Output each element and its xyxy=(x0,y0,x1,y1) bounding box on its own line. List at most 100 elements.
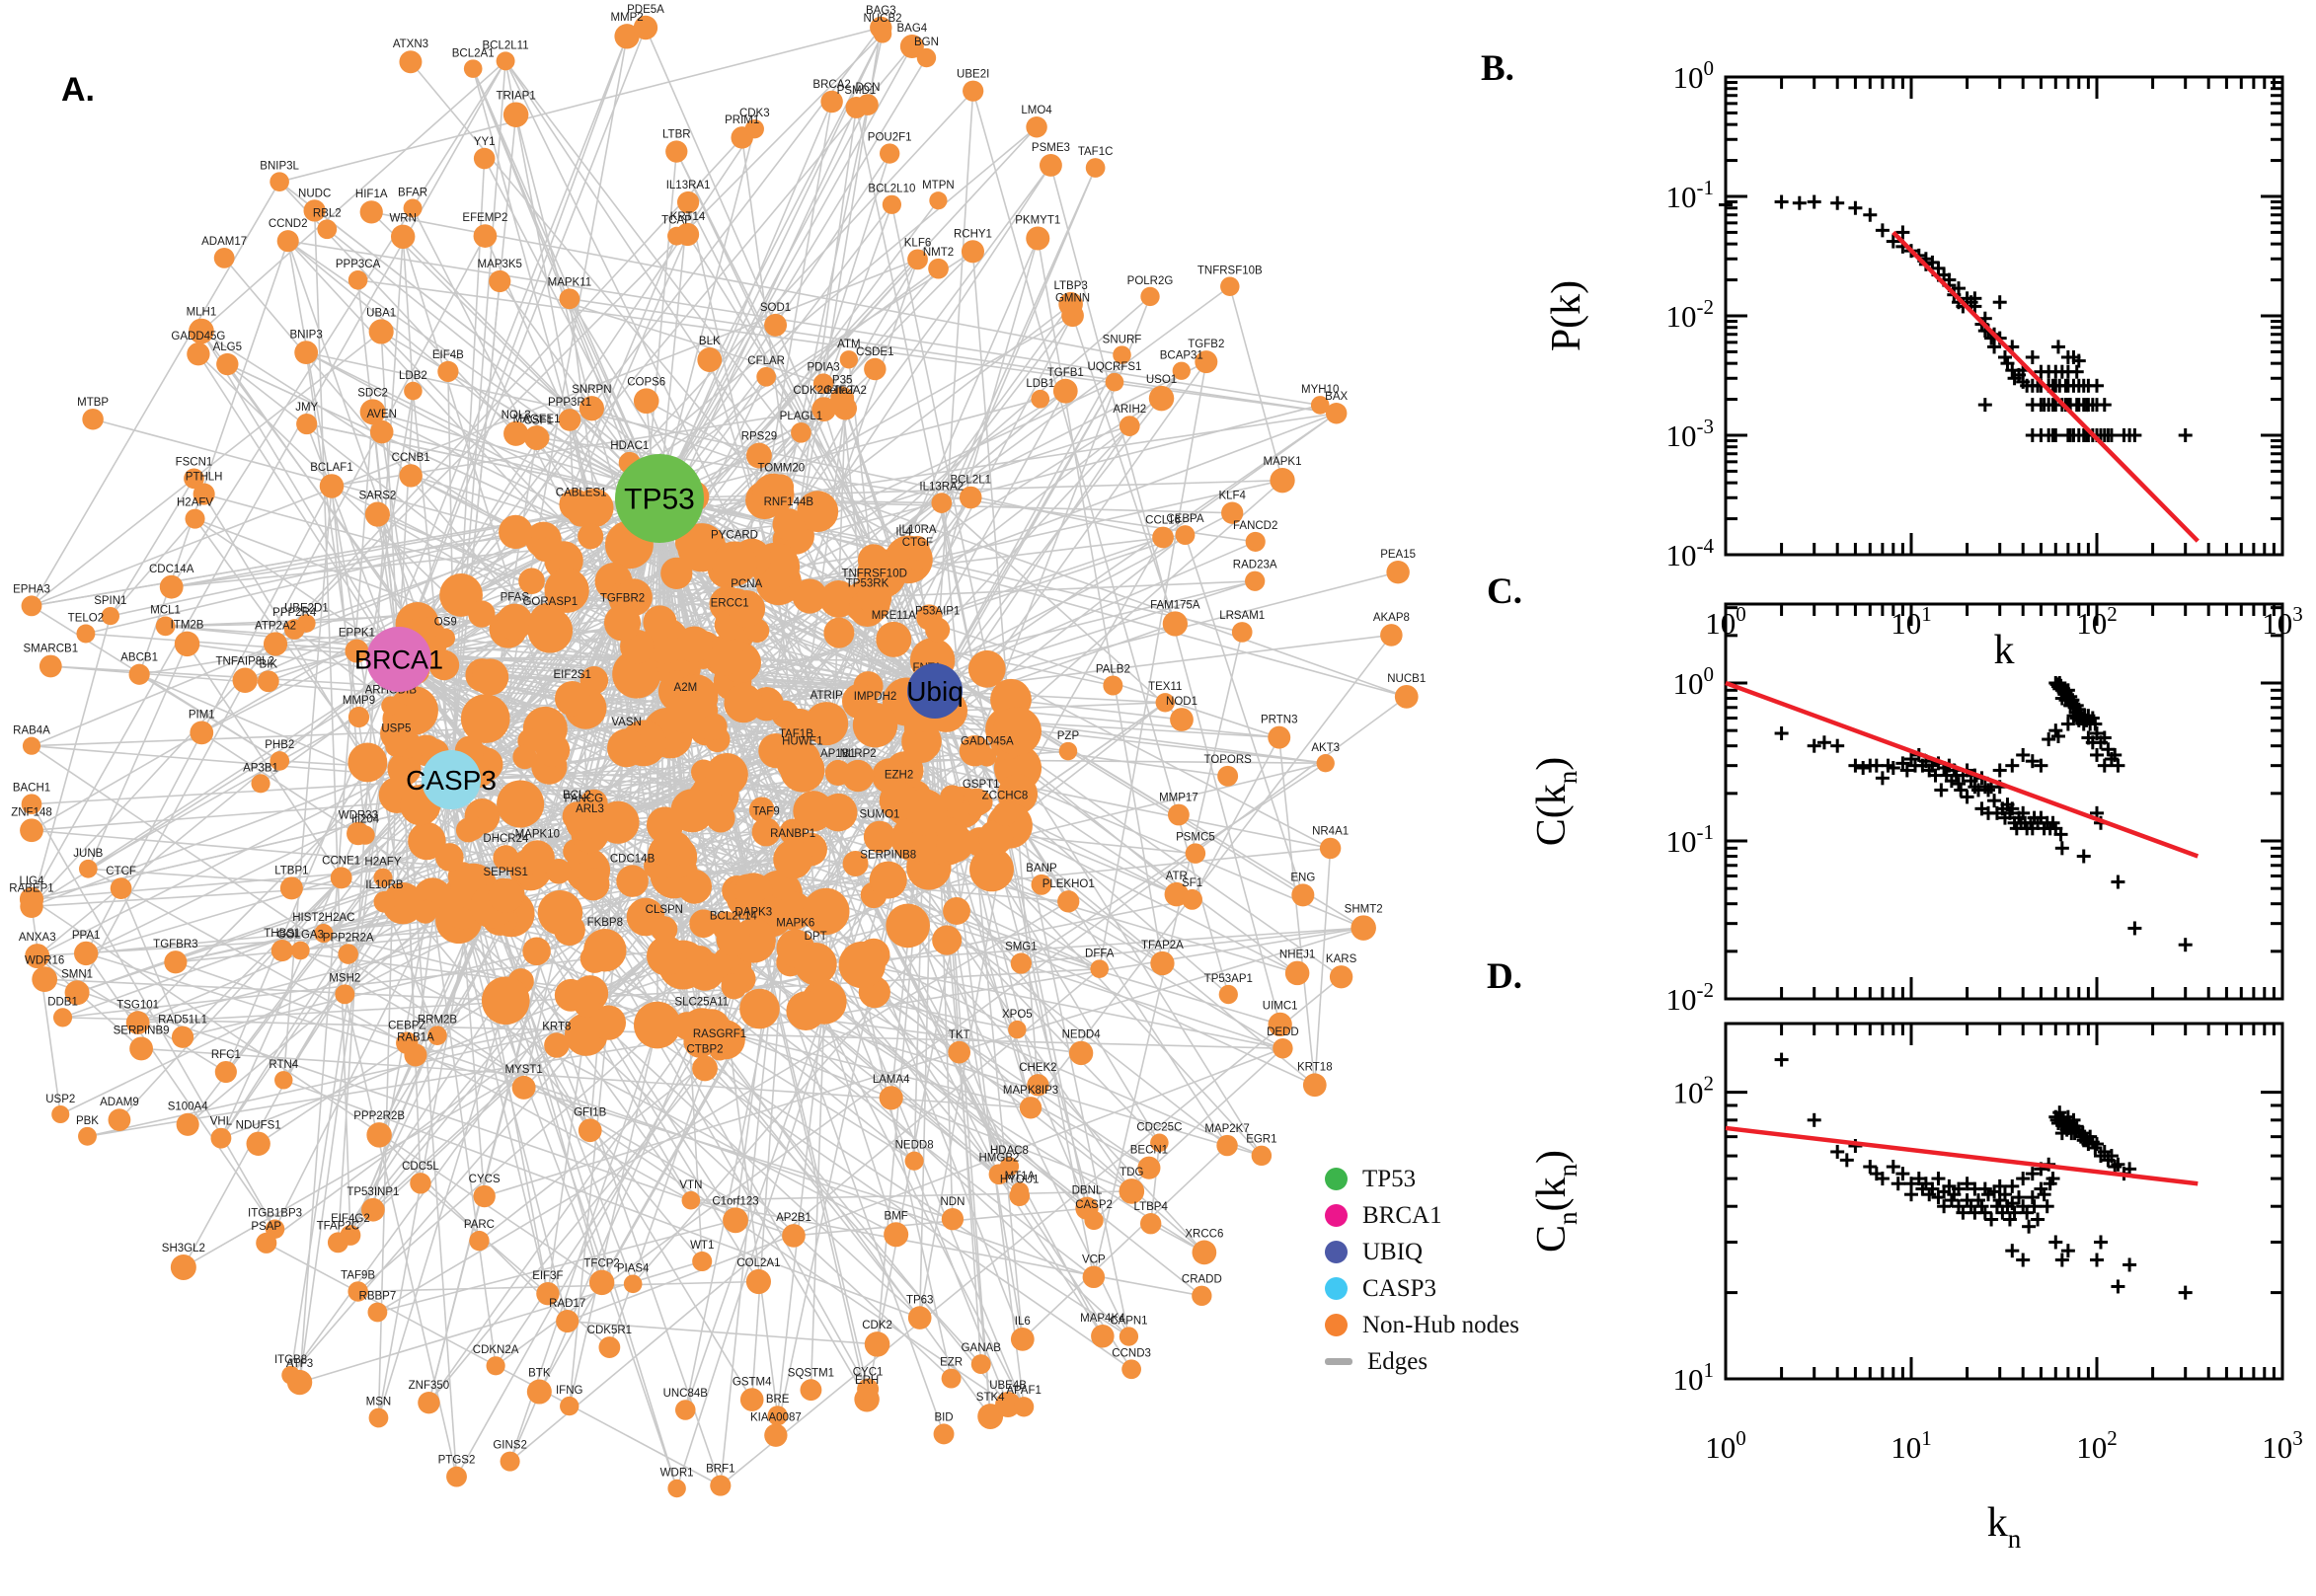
network-node xyxy=(1394,685,1419,709)
network-node-label: SERPINB9 xyxy=(114,1026,170,1037)
legend-item-ubiq: UBIQ xyxy=(1325,1234,1621,1270)
network-node xyxy=(129,1036,154,1061)
network-node xyxy=(812,373,834,394)
network-node-label: SNURF xyxy=(1103,334,1142,345)
network-node-label: IMPDH2 xyxy=(854,691,896,703)
network-node-label: ADAM9 xyxy=(100,1097,139,1108)
network-node-label: WRN xyxy=(389,213,416,225)
network-node xyxy=(879,143,900,164)
network-node-label: ANXA3 xyxy=(19,932,56,944)
network-node-label: MAPK6 xyxy=(776,918,814,930)
network-node-label: C1orf123 xyxy=(712,1195,758,1207)
network-node-label: BRCA2 xyxy=(812,79,850,91)
network-node xyxy=(317,219,338,240)
network-node-label: EIF2S1 xyxy=(554,669,591,681)
network-node-label: PARC xyxy=(464,1219,495,1231)
axis-ticks xyxy=(1724,604,2284,1001)
network-node-label: MYST1 xyxy=(504,1064,542,1076)
network-node-label: TP53RK xyxy=(846,578,889,590)
network-node-label: MAPK10 xyxy=(515,828,560,840)
network-node-label: MSH2 xyxy=(329,972,360,984)
network-node-label: ITGB8 xyxy=(274,1354,307,1366)
network-node xyxy=(841,759,875,793)
network-node-label: BAG4 xyxy=(897,23,928,35)
network-node-label: HYOU1 xyxy=(1000,1174,1040,1185)
network-node-label: BNIP3 xyxy=(290,329,323,341)
legend-item-casp3: CASP3 xyxy=(1325,1270,1621,1307)
network-node-label: MAP2K7 xyxy=(1204,1123,1249,1135)
network-node-label: CDK2deltaT xyxy=(793,385,855,397)
network-node xyxy=(78,859,98,878)
hub-node-tp53 xyxy=(615,454,704,543)
network-node-label: PKMYT1 xyxy=(1015,214,1060,226)
network-nodes: TCAP PRIM1 NHEJ1 TP53INP1 P53AIP1 KLF4 H2AFY H2… xyxy=(9,4,1426,1498)
network-node-label: KRT14 xyxy=(670,211,706,223)
network-node-label: MAGEE1 xyxy=(513,414,561,425)
network-node-label: DFFA xyxy=(1085,948,1115,959)
network-node xyxy=(692,1055,718,1082)
network-node-label: GSTM4 xyxy=(733,1376,772,1388)
network-node xyxy=(368,1407,389,1428)
network-node-label: CDC5L xyxy=(402,1161,439,1173)
network-node-label: KRT8 xyxy=(542,1021,571,1032)
network-node-label: PSME3 xyxy=(1032,142,1070,154)
network-node xyxy=(359,200,383,224)
network-node-label: ITGB1BP3 xyxy=(248,1207,302,1219)
network-node-label: JUNB xyxy=(73,848,103,860)
network-node-label: EIF4G2 xyxy=(331,1213,370,1225)
network-node xyxy=(852,702,898,748)
legend-item-label: CASP3 xyxy=(1362,1274,1437,1302)
network-node-label: MYH10 xyxy=(1301,384,1339,396)
network-node-label: NUCB1 xyxy=(1387,673,1426,685)
network-node xyxy=(1231,622,1253,643)
network-node xyxy=(279,876,303,900)
network-node xyxy=(1068,1040,1094,1066)
network-node xyxy=(607,728,647,768)
network-node-label: VHL xyxy=(210,1116,233,1128)
network-node xyxy=(403,198,423,218)
network-node xyxy=(359,399,386,425)
network-node-label: PSMD1 xyxy=(837,85,877,97)
network-node-label: TP63 xyxy=(906,1294,934,1306)
network-node xyxy=(928,258,949,279)
network-node-label: VASN xyxy=(611,717,641,728)
network-node xyxy=(1192,1240,1217,1265)
network-node-label: FSCN1 xyxy=(176,456,213,468)
hub-node-brca1 xyxy=(366,627,431,692)
network-node-label: PPA1 xyxy=(72,930,101,942)
network-node-label: DHCR24 xyxy=(483,833,529,845)
network-node xyxy=(364,501,390,527)
network-node-label: TAF1C xyxy=(1078,146,1114,158)
svg-text:101: 101 xyxy=(1891,602,1932,641)
network-node xyxy=(290,941,310,960)
network-node xyxy=(839,350,859,369)
network-node-label: AKT3 xyxy=(1311,742,1340,754)
network-node xyxy=(556,1309,579,1333)
network-node-label: LAMA4 xyxy=(873,1074,910,1086)
network-node xyxy=(873,25,892,43)
network-node xyxy=(1185,843,1206,864)
legend-item-label: Non-Hub nodes xyxy=(1362,1311,1520,1338)
network-node xyxy=(257,670,279,693)
network-node-label: TCAP xyxy=(661,215,692,227)
network-node xyxy=(128,663,150,685)
network-node-label: CASP2 xyxy=(1075,1199,1113,1211)
y-axis-label: Cn(kn) xyxy=(1529,1150,1583,1253)
network-node xyxy=(820,90,843,114)
network-node xyxy=(764,1423,788,1447)
network-node xyxy=(185,508,205,529)
network-node-label: RAB1A xyxy=(397,1031,434,1043)
network-node-label: IL13RA1 xyxy=(666,180,711,191)
network-node-label: TP53INP1 xyxy=(347,1186,399,1198)
scatter-points xyxy=(1774,676,2193,952)
network-node-label: NUDC xyxy=(298,188,331,199)
network-node-label: VCP xyxy=(1082,1254,1106,1266)
panel-a-network: TCAP PRIM1 NHEJ1 TP53INP1 P53AIP1 KLF4 H2AFY H2… xyxy=(9,4,1426,1498)
network-node-label: BGN xyxy=(914,37,939,48)
svg-text:100: 100 xyxy=(1673,56,1715,95)
network-node-label: EZH2 xyxy=(885,769,913,781)
network-node xyxy=(1058,741,1078,761)
network-node-label: BECN1 xyxy=(1130,1145,1168,1157)
network-node-label: EFEMP2 xyxy=(462,212,507,224)
network-node-label: LDB1 xyxy=(1026,378,1054,390)
